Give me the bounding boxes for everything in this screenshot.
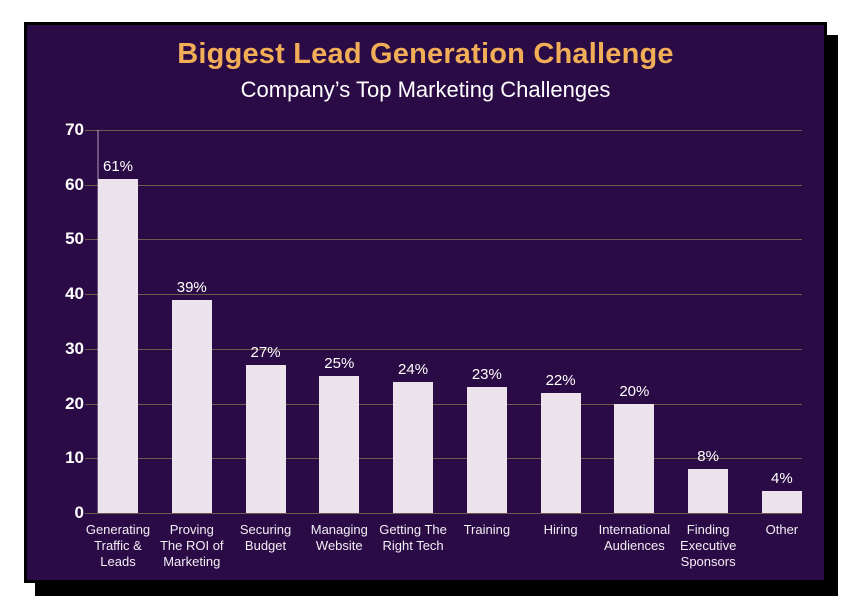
bar-column: 27% Securing Budget — [240, 130, 291, 553]
bar — [98, 179, 138, 513]
bar-value-label: 24% — [398, 360, 429, 378]
bar-value-label: 23% — [471, 366, 502, 384]
bar — [393, 381, 434, 513]
bar — [319, 376, 360, 513]
gridline — [85, 458, 802, 460]
category-label: Hiring — [543, 522, 578, 537]
bar — [171, 299, 212, 513]
y-axis-tick-label: 0 — [74, 503, 84, 522]
bar-value-label: 27% — [250, 344, 281, 362]
chart-subtitle: Company’s Top Marketing Challenges — [240, 77, 611, 102]
bar-value-label: 4% — [771, 470, 793, 488]
gridline — [85, 130, 802, 131]
category-label: Getting The Right Tech — [379, 522, 447, 553]
bars-layer: 61% Generating Traffic & Leads 39% Proving … — [86, 130, 802, 569]
category-label: Managing Website — [310, 522, 368, 553]
y-axis-tick-label: 50 — [65, 229, 84, 249]
bar-value-label: 20% — [619, 382, 650, 400]
category-label: Securing Budget — [239, 522, 292, 553]
y-axis-tick-label: 70 — [65, 120, 84, 139]
category-label: Generating Traffic & Leads — [85, 522, 151, 569]
y-axis-tick-label: 10 — [65, 448, 84, 468]
bar — [614, 403, 655, 513]
y-axis-tick-label: 60 — [65, 174, 84, 194]
bar-value-label: 8% — [697, 448, 719, 466]
gridline — [85, 348, 802, 350]
bar-column: 39% Proving The ROI of Marketing — [160, 130, 224, 569]
bar-column: 23% Training — [464, 130, 510, 537]
category-label: Proving The ROI of Marketing — [159, 522, 224, 569]
category-label: Other — [765, 522, 799, 537]
chart-header: Biggest Lead Generation Challenge Compan… — [27, 36, 824, 104]
bar-value-label: 22% — [545, 371, 576, 389]
bar — [688, 469, 729, 513]
bar — [245, 365, 286, 513]
bar-column: 20% International Audiences — [599, 130, 671, 553]
gridline — [85, 403, 802, 405]
bar-column: 8% Finding Executive Sponsors — [680, 130, 736, 569]
bar — [761, 491, 802, 513]
bar-column: 4% Other — [761, 130, 802, 537]
bar-value-label: 61% — [102, 158, 134, 176]
category-label: Finding Executive Sponsors — [679, 522, 737, 569]
category-label: International Audiences — [598, 522, 671, 553]
gridline — [85, 294, 802, 296]
bar-value-label: 39% — [176, 278, 207, 296]
y-axis-tick-label: 40 — [65, 284, 84, 304]
bar-column: 25% Managing Website — [311, 130, 368, 553]
bar-column: 22% Hiring — [540, 130, 581, 537]
bar-column: 24% Getting The Right Tech — [379, 130, 447, 553]
gridline — [85, 513, 802, 514]
y-axis-tick-label: 20 — [65, 393, 84, 413]
bar-value-label: 25% — [324, 355, 355, 373]
gridline — [85, 239, 802, 241]
chart-title: Biggest Lead Generation Challenge — [177, 38, 674, 70]
category-label: Training — [463, 522, 511, 537]
gridline — [85, 184, 802, 186]
plot-area: 70 60 50 40 30 20 10 0 61% Generating Traffic & … — [65, 120, 802, 569]
bar — [540, 392, 581, 513]
bar — [466, 387, 507, 513]
bar-column: 61% Generating Traffic & Leads — [86, 130, 150, 569]
y-axis-tick-label: 30 — [65, 338, 84, 358]
chart-card: Biggest Lead Generation Challenge Compan… — [24, 22, 827, 583]
